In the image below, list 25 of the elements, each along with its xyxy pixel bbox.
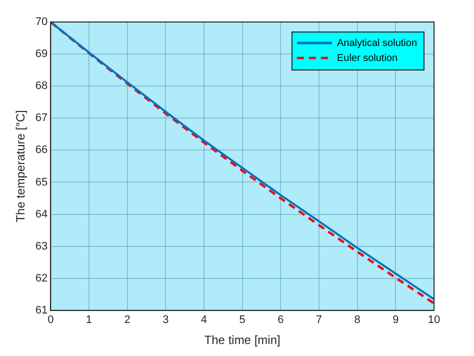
y-tick-label: 62 (35, 272, 48, 284)
x-tick-label: 10 (428, 314, 440, 326)
y-tick-label: 70 (35, 16, 48, 28)
y-tick-label: 61 (35, 304, 48, 316)
x-tick-label: 9 (392, 314, 399, 326)
x-tick-label: 7 (316, 314, 322, 326)
y-tick-label: 66 (35, 144, 48, 156)
y-axis-title: The temperature [°C] (14, 110, 28, 222)
x-tick-label: 5 (239, 314, 246, 326)
y-tick-label: 64 (35, 208, 48, 220)
x-tick-label: 6 (278, 314, 284, 326)
x-tick-label: 0 (48, 314, 54, 326)
legend-label: Analytical solution (336, 38, 418, 49)
y-tick-label: 63 (35, 240, 48, 252)
x-tick-label: 8 (354, 314, 360, 326)
legend-label: Euler solution (336, 52, 398, 64)
x-tick-label: 2 (124, 314, 130, 326)
x-tick-label: 3 (162, 314, 169, 326)
y-tick-label: 67 (35, 112, 48, 124)
y-tick-label: 65 (35, 176, 48, 188)
y-tick-label: 68 (35, 80, 48, 92)
x-tick-label: 1 (86, 314, 92, 326)
x-tick-label: 4 (200, 314, 208, 326)
y-tick-label: 69 (35, 48, 48, 60)
x-axis-title: The time [min] (204, 333, 280, 348)
